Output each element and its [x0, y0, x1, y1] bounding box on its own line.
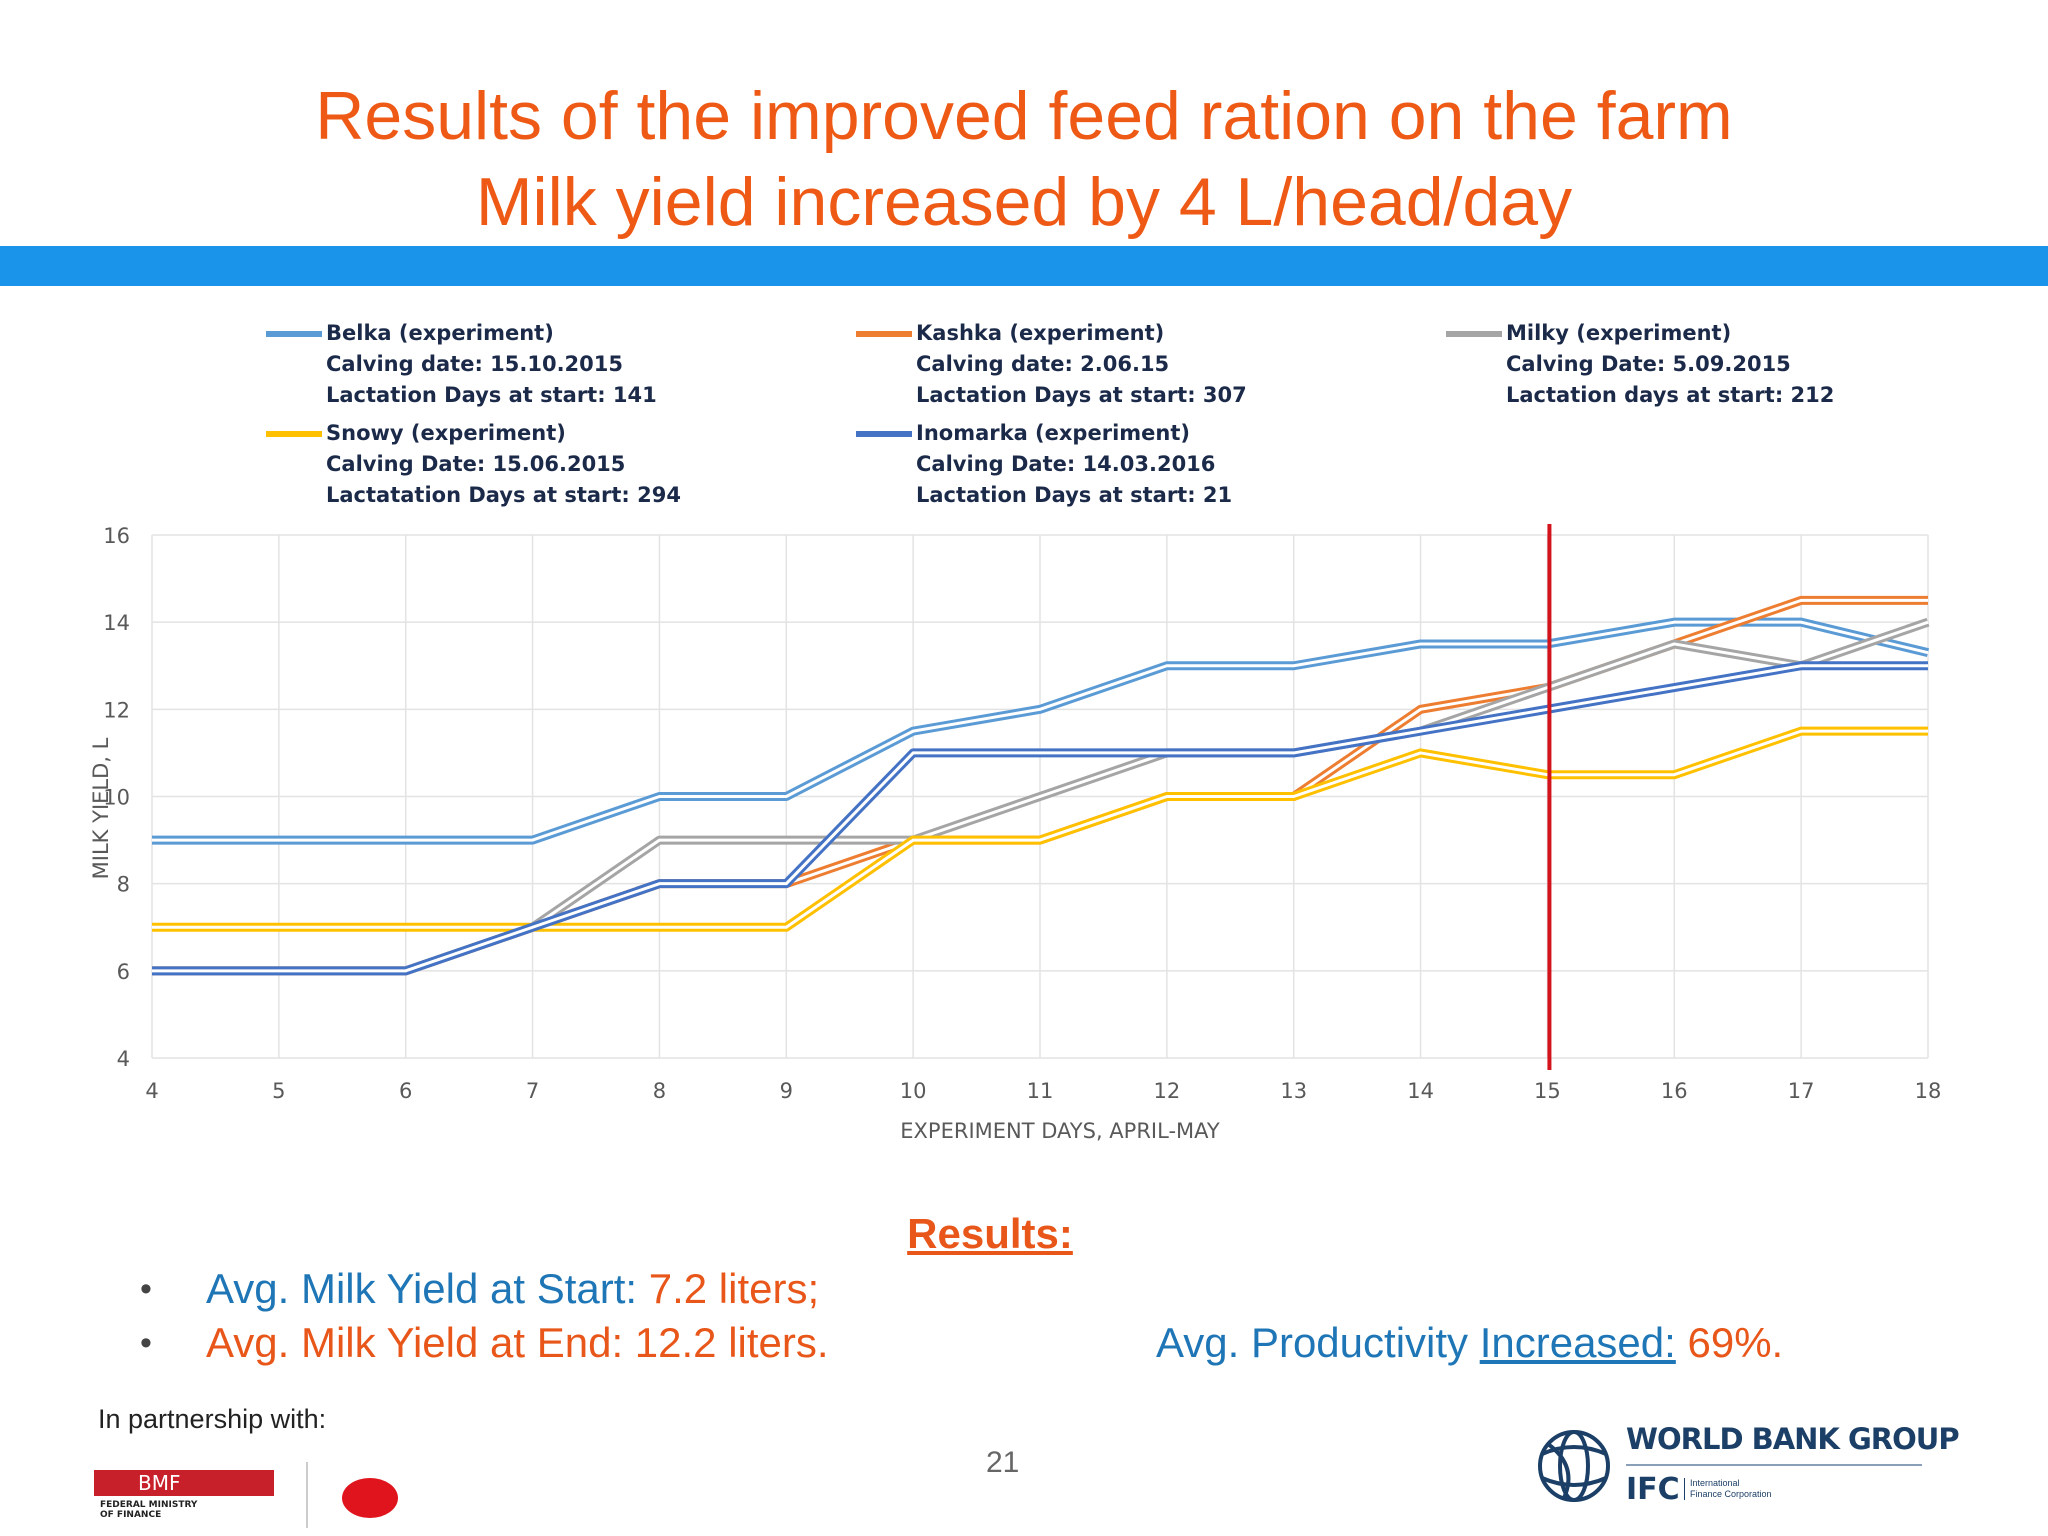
bullet-start-label: Avg. Milk Yield at Start: — [206, 1265, 638, 1312]
x-tick-label: 10 — [900, 1079, 927, 1103]
wbg-name: WORLD BANK GROUP — [1626, 1422, 1960, 1456]
productivity-label: Avg. Productivity — [1156, 1319, 1480, 1366]
legend-name-kashka: Kashka (experiment) — [916, 321, 1165, 345]
legend-info-kashka-calving: Calving date: 2.06.15 — [916, 352, 1170, 376]
page-number: 21 — [986, 1446, 1020, 1479]
legend-info-inomarka-calving: Calving Date: 14.03.2016 — [916, 452, 1216, 476]
logo-divider — [306, 1462, 308, 1528]
legend-swatch-milky — [1446, 331, 1502, 337]
series-line-inner-inomarka — [152, 664, 1928, 973]
legend-info-kashka-lactation: Lactation Days at start: 307 — [916, 383, 1247, 407]
ifc-sub-2: Finance Corporation — [1690, 1489, 1772, 1499]
bmf-logo: BMF FEDERAL MINISTRY OF FINANCE — [94, 1470, 274, 1530]
milk-yield-chart: 4 6 8 10 12 14 16 4 5 6 7 8 9 10 11 12 13 14 15 16 17 18 EXPER… — [89, 524, 1942, 1143]
x-tick-label: 13 — [1280, 1079, 1307, 1103]
legend-name-snowy: Snowy (experiment) — [326, 421, 566, 445]
x-tick-label: 17 — [1788, 1079, 1815, 1103]
world-bank-group-logo: WORLD BANK GROUP IFC International Finan… — [1534, 1420, 1960, 1530]
x-axis-label: EXPERIMENT DAYS, APRIL-MAY — [900, 1119, 1220, 1143]
series-line-inner-belka — [152, 620, 1929, 842]
partner-red-logo — [342, 1478, 398, 1518]
productivity-summary: Avg. Productivity Increased: 69%. — [1156, 1318, 1783, 1368]
y-tick-label: 4 — [117, 1047, 130, 1071]
y-tick-label: 14 — [103, 611, 130, 635]
ifc-sub-1: International — [1690, 1478, 1740, 1488]
bmf-logo-text: BMF — [138, 1471, 181, 1495]
legend-info-belka-calving: Calving date: 15.10.2015 — [326, 352, 624, 376]
ifc-text: IFC — [1626, 1472, 1680, 1507]
bmf-sub-2: OF FINANCE — [100, 1510, 162, 1520]
y-tick-label: 6 — [117, 960, 130, 984]
legend-swatch-kashka — [856, 331, 912, 337]
legend-info-belka-lactation: Lactation Days at start: 141 — [326, 383, 657, 407]
globe-icon — [1538, 1430, 1610, 1502]
bullet-start-value: 7.2 liters; — [637, 1265, 820, 1312]
partner-label: In partnership with: — [98, 1404, 327, 1434]
y-tick-label: 8 — [117, 873, 130, 897]
legend-name-milky: Milky (experiment) — [1506, 321, 1732, 345]
wbg-rule — [1626, 1464, 1922, 1466]
x-tick-label: 9 — [780, 1079, 793, 1103]
y-tick-label: 12 — [103, 698, 130, 722]
legend-info-inomarka-lactation: Lactation Days at start: 21 — [916, 483, 1233, 507]
x-tick-label: 16 — [1661, 1079, 1688, 1103]
x-tick-label: 18 — [1915, 1079, 1942, 1103]
x-tick-label: 7 — [526, 1079, 539, 1103]
x-tick-label: 11 — [1027, 1079, 1054, 1103]
legend-info-milky-calving: Calving Date: 5.09.2015 — [1506, 352, 1791, 376]
x-tick-label: 6 — [399, 1079, 412, 1103]
bullet-end-text: Avg. Milk Yield at End: 12.2 liters. — [206, 1319, 829, 1366]
bullet-dot: • — [140, 1324, 152, 1362]
x-tick-label: 8 — [653, 1079, 666, 1103]
bullet-dot: • — [140, 1270, 152, 1308]
header-band — [0, 246, 2048, 286]
series-line-inner-snowy — [152, 729, 1928, 929]
legend-swatch-snowy — [266, 431, 322, 437]
bmf-sub-1: FEDERAL MINISTRY — [100, 1500, 198, 1510]
results-heading: Results: — [907, 1210, 1073, 1257]
legend-swatch-inomarka — [856, 431, 912, 437]
legend-swatch-belka — [266, 331, 322, 337]
title-line-2: Milk yield increased by 4 L/head/day — [475, 164, 1573, 240]
y-tick-label: 10 — [103, 786, 130, 810]
x-tick-label: 15 — [1534, 1079, 1561, 1103]
legend-name-inomarka: Inomarka (experiment) — [916, 421, 1190, 445]
x-tick-label: 12 — [1153, 1079, 1180, 1103]
x-tick-label: 5 — [272, 1079, 285, 1103]
productivity-underlined: Increased: — [1479, 1319, 1676, 1366]
y-tick-label: 16 — [103, 524, 130, 548]
productivity-value: 69%. — [1675, 1319, 1784, 1366]
x-tick-label: 14 — [1407, 1079, 1434, 1103]
legend-info-snowy-lactation: Lactatation Days at start: 294 — [326, 483, 681, 507]
title-line-1: Results of the improved feed ration on t… — [315, 78, 1733, 154]
legend-name-belka: Belka (experiment) — [326, 321, 554, 345]
x-tick-label: 4 — [145, 1079, 158, 1103]
legend-info-milky-lactation: Lactation days at start: 212 — [1506, 383, 1835, 407]
legend-info-snowy-calving: Calving Date: 15.06.2015 — [326, 452, 626, 476]
y-axis-label: MILK YIELD, L — [89, 737, 113, 879]
